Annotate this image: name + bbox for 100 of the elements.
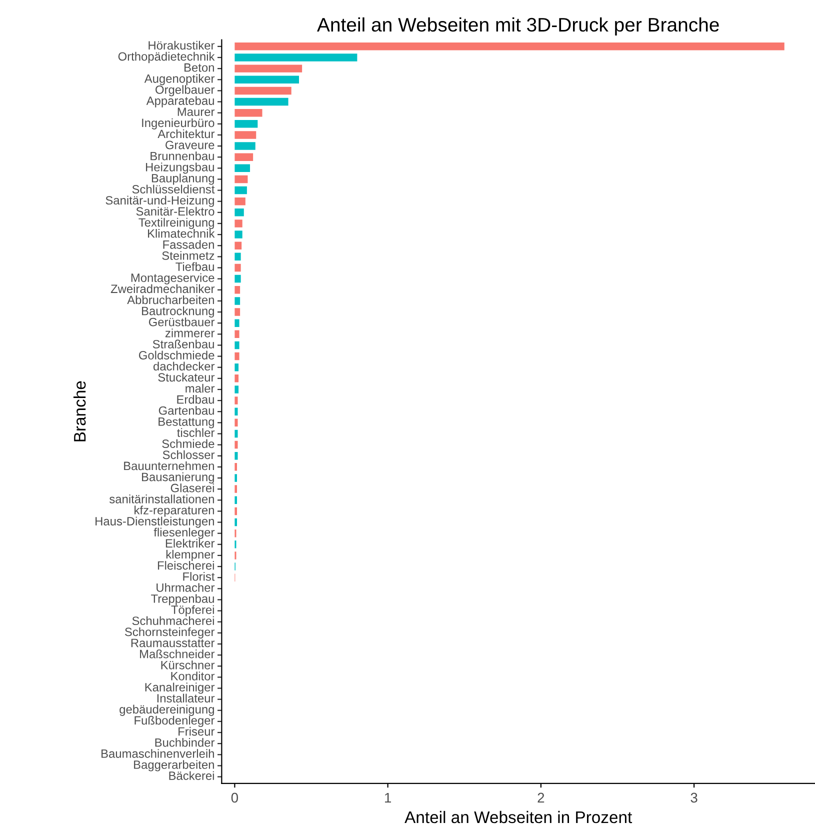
y-tick-label: Konditor xyxy=(171,672,215,680)
y-tick-label: Raumausstatter xyxy=(131,638,215,648)
y-tick-label: Gerüstbauer xyxy=(148,318,215,326)
y-tick-label: Ingenieurbüro xyxy=(142,118,214,130)
bar xyxy=(234,175,248,184)
bar xyxy=(234,418,238,427)
y-tick-label: Fußbodenleger xyxy=(134,716,215,728)
bar xyxy=(234,352,240,360)
y-tick-label: Glaserei xyxy=(170,483,214,492)
y-tick-label: Fassaden xyxy=(163,240,214,249)
bar xyxy=(234,452,238,460)
bar xyxy=(234,86,292,95)
y-tick-label: Graveure xyxy=(166,140,214,150)
y-tick-label: Schmiede xyxy=(162,439,214,448)
y-tick-label: Abbrucharbeiten xyxy=(127,295,214,304)
y-tick-label: Schornsteinfeger xyxy=(124,627,215,638)
y-tick-label: Elektriker xyxy=(166,538,215,548)
y-axis-title: Branche xyxy=(73,381,86,442)
bar xyxy=(234,374,239,382)
y-tick-label: Schuhmacherei xyxy=(132,616,214,626)
bar xyxy=(234,408,238,416)
x-tick-label: 3 xyxy=(690,792,698,803)
x-tick-label: 0 xyxy=(231,792,238,803)
bar xyxy=(234,220,242,228)
y-tick-label: Augenoptiker xyxy=(144,74,215,86)
bar xyxy=(234,308,240,316)
y-tick-label: klempner xyxy=(166,550,215,562)
bar xyxy=(234,108,262,117)
y-tick-label: Klimatechnik xyxy=(148,228,215,238)
bar xyxy=(234,164,250,172)
y-tick-label: gebäudereinigung xyxy=(120,704,214,716)
y-tick-label: Erdbau xyxy=(177,394,214,404)
y-tick-label: Treppenbau xyxy=(151,594,214,606)
bar xyxy=(234,363,239,372)
y-tick-label: Hörakustiker xyxy=(148,40,215,50)
y-tick-label: maler xyxy=(186,384,215,393)
bar xyxy=(234,197,246,206)
y-tick-label: Baggerarbeiten xyxy=(134,760,214,772)
y-tick-label: Tiefbau xyxy=(176,262,214,271)
y-tick-label: Baumaschinenverleih xyxy=(102,749,214,758)
y-tick-label: Architektur xyxy=(158,129,215,138)
bar xyxy=(234,64,302,72)
x-tick-label: 2 xyxy=(538,792,544,802)
bar xyxy=(234,76,300,84)
y-tick-label: Sanitär-Elektro xyxy=(136,206,214,216)
y-tick-label: dachdecker xyxy=(153,362,215,371)
y-tick-label: Kürschner xyxy=(161,660,215,670)
y-tick-label: Orgelbauer xyxy=(156,85,215,96)
y-tick-label: Installateur xyxy=(157,694,215,703)
y-tick-label: Straßenbau xyxy=(152,340,214,348)
bar xyxy=(234,341,240,350)
bar xyxy=(234,186,247,194)
y-tick-label: Apparatebau xyxy=(146,96,214,108)
y-tick-label: Schlüsseldienst xyxy=(132,184,215,194)
bar xyxy=(234,330,240,338)
bar xyxy=(234,153,254,161)
y-tick-label: Bauplanung xyxy=(152,174,214,185)
bar xyxy=(234,142,256,150)
y-tick-label: Heizungsbau xyxy=(146,162,214,174)
bar xyxy=(234,230,242,238)
y-tick-label: Textilreinigung xyxy=(138,218,214,230)
y-tick-label: tischler xyxy=(177,428,215,437)
x-axis-title: Anteil an Webseiten in Prozent xyxy=(404,810,632,824)
bar xyxy=(234,98,288,106)
y-tick-label: Beton xyxy=(184,63,214,72)
bar xyxy=(234,208,244,216)
bar xyxy=(234,440,238,449)
bar xyxy=(234,297,240,305)
x-tick-label: 1 xyxy=(385,792,391,802)
bar xyxy=(234,319,240,327)
y-tick-label: Schlosser xyxy=(162,450,215,460)
bar xyxy=(234,54,358,62)
y-tick-label: Orthopädietechnik xyxy=(118,52,215,64)
bar xyxy=(234,286,240,294)
y-tick-label: Bestattung xyxy=(158,418,214,428)
y-tick-label: Kanalreiniger xyxy=(145,682,215,694)
bar xyxy=(234,252,241,261)
y-tick-label: Steinmetz xyxy=(162,251,214,260)
y-tick-label: Haus-Dienstleistungen xyxy=(96,516,214,528)
bar xyxy=(234,430,238,438)
bar xyxy=(234,274,241,283)
y-tick-label: Gartenbau xyxy=(158,406,214,415)
y-tick-label: Buchbinder xyxy=(155,738,215,747)
y-tick-label: Bauunternehmen xyxy=(124,461,214,470)
y-tick-label: Sanitär-und-Heizung xyxy=(106,196,214,207)
chart-title: Anteil an Webseiten mit 3D-Druck per Branche xyxy=(317,17,719,36)
y-tick-label: Florist xyxy=(183,572,215,581)
bar xyxy=(234,131,256,139)
y-tick-label: Friseur xyxy=(178,726,215,736)
y-tick-label: Bautrocknung xyxy=(142,306,214,318)
y-tick-label: Brunnenbau xyxy=(150,152,214,160)
bar xyxy=(234,42,784,50)
y-tick-label: Maurer xyxy=(178,108,215,116)
y-tick-label: Töpferei xyxy=(171,605,214,616)
y-tick-label: Goldschmiede xyxy=(138,350,214,360)
y-tick-label: Uhrmacher xyxy=(156,583,215,592)
y-tick-label: kfz-reparaturen xyxy=(134,506,214,517)
bar xyxy=(234,386,239,394)
y-tick-label: Stuckateur xyxy=(158,372,215,382)
y-tick-label: Montageservice xyxy=(131,273,214,284)
